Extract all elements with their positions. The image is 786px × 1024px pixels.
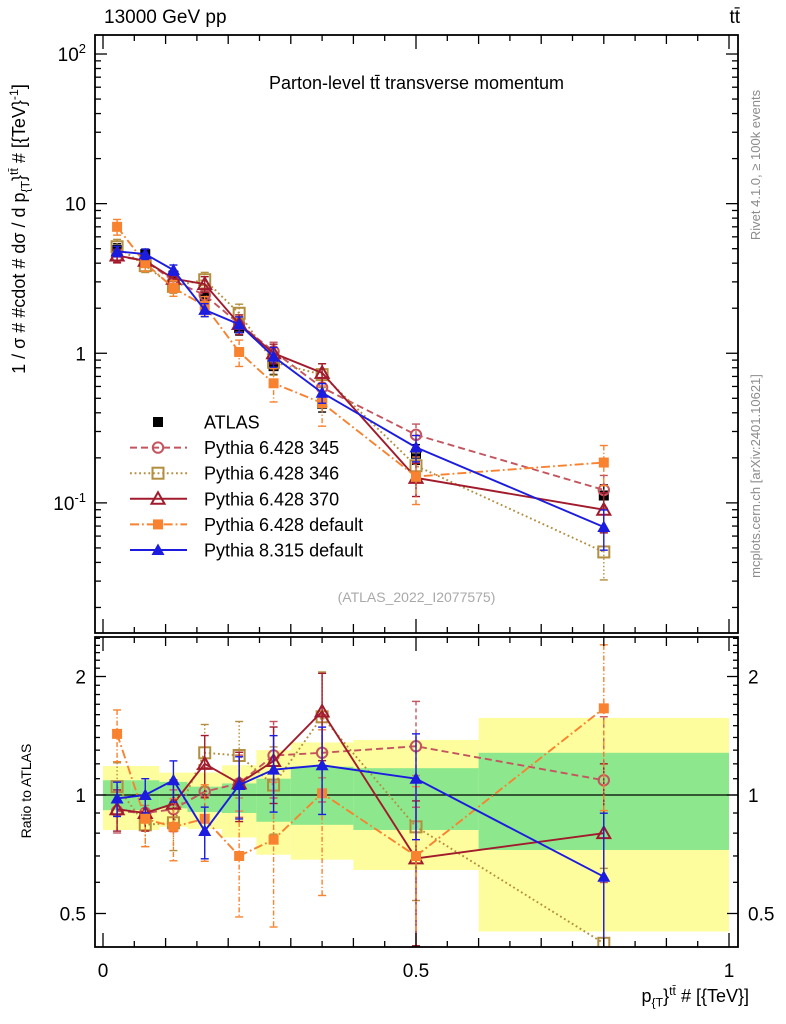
main-series-pythia-6-428-370 bbox=[108, 246, 613, 534]
main-ytick-label: 10 bbox=[65, 195, 86, 216]
main-series-pythia-6-428-345 bbox=[110, 249, 610, 510]
legend-entry-pythia-6-428-default: Pythia 6.428 default bbox=[130, 515, 363, 535]
xtick-label: 0.5 bbox=[403, 961, 429, 982]
ratio-ytick-label-right: 0.5 bbox=[748, 904, 774, 925]
main-ytick-label: 102 bbox=[58, 41, 86, 66]
main-series-pythia-6-428-default bbox=[112, 218, 609, 506]
rivet-version-note: Rivet 4.1.0, ≥ 100k events bbox=[748, 89, 763, 241]
ratio-axis-label: Ratio to ATLAS bbox=[18, 743, 34, 839]
analysis-watermark: (ATLAS_2022_I2077575) bbox=[337, 589, 496, 605]
x-axis-label: p{T}tt̄ # [{TeV}] bbox=[641, 984, 749, 1010]
ratio-ytick-label-right: 1 bbox=[748, 786, 759, 807]
svg-text:Pythia 6.428 346: Pythia 6.428 346 bbox=[204, 464, 339, 484]
main-series-pythia-8-315-default bbox=[110, 244, 611, 551]
ratio-ytick-label-left: 0.5 bbox=[60, 904, 86, 925]
xtick-label: 1 bbox=[724, 961, 735, 982]
ratio-ytick-label-left: 2 bbox=[75, 668, 86, 689]
mcplots-source-note: mcplots.cern.ch [arXiv:2401.10621] bbox=[748, 374, 763, 578]
svg-text:Pythia 6.428 370: Pythia 6.428 370 bbox=[204, 489, 339, 509]
ratio-ytick-label-left: 1 bbox=[75, 786, 86, 807]
svg-text:Pythia 6.428 345: Pythia 6.428 345 bbox=[204, 438, 339, 458]
main-ytick-label: 1 bbox=[75, 344, 86, 365]
legend-entry-pythia-8-315-default: Pythia 8.315 default bbox=[130, 541, 363, 561]
svg-text:Pythia 6.428 default: Pythia 6.428 default bbox=[204, 515, 363, 535]
svg-text:ATLAS: ATLAS bbox=[204, 413, 260, 433]
tick-labels: 102 10 1 10-1 2 2 1 1 0.5 0.5 0 0.5 1 bbox=[53, 41, 774, 982]
legend-entry-pythia-6-428-345: Pythia 6.428 345 bbox=[130, 438, 339, 458]
xtick-label: 0 bbox=[98, 961, 109, 982]
ratio-series-pythia-8-315-default bbox=[110, 726, 611, 947]
svg-text:Pythia 8.315 default: Pythia 8.315 default bbox=[204, 541, 363, 561]
process-label: tt̄ bbox=[729, 7, 740, 28]
legend-entry-atlas: ATLAS bbox=[153, 413, 260, 433]
legend-entry-pythia-6-428-346: Pythia 6.428 346 bbox=[130, 464, 339, 484]
main-panel-frame bbox=[94, 34, 739, 634]
ratio-ytick-label-right: 2 bbox=[748, 668, 759, 689]
legend-entry-pythia-6-428-370: Pythia 6.428 370 bbox=[130, 489, 339, 509]
main-ytick-label: 10-1 bbox=[53, 490, 86, 515]
beam-energy-label: 13000 GeV pp bbox=[104, 7, 227, 28]
axis-ticks bbox=[95, 35, 738, 947]
y-axis-label: 1 / σ # #cdot # dσ / d p{T}tt̄ # [{TeV}-… bbox=[7, 84, 33, 374]
legend: ATLAS Pythia 6.428 345 Pythia 6.428 346 Pyt… bbox=[130, 413, 363, 561]
plot-title: Parton-level tt̄ transverse momentum bbox=[268, 73, 565, 93]
